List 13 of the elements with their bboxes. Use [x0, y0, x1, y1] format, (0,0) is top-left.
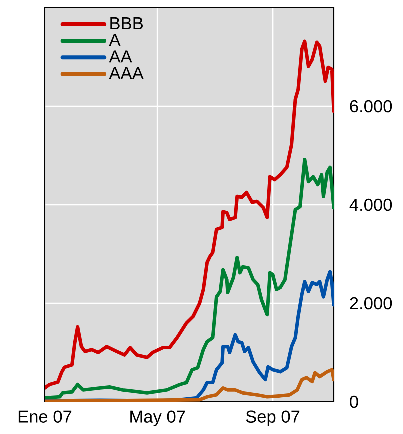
line-series	[45, 368, 334, 402]
legend-label: AAA	[109, 67, 144, 80]
x-tick-label: Sep 07	[246, 410, 300, 426]
y-tick-label: 6.000	[350, 100, 392, 113]
legend-label: A	[109, 34, 121, 46]
legend-label: BBB	[110, 18, 143, 30]
y-tick-label: 4.000	[350, 198, 392, 212]
y-tick-label: 2.000	[350, 297, 392, 310]
y-tick-label: 0	[350, 396, 358, 408]
legend-label: AA	[109, 50, 132, 63]
x-tick-label: May 07	[130, 410, 186, 426]
x-tick-label: Ene 07	[18, 410, 72, 423]
line-series	[45, 158, 334, 400]
